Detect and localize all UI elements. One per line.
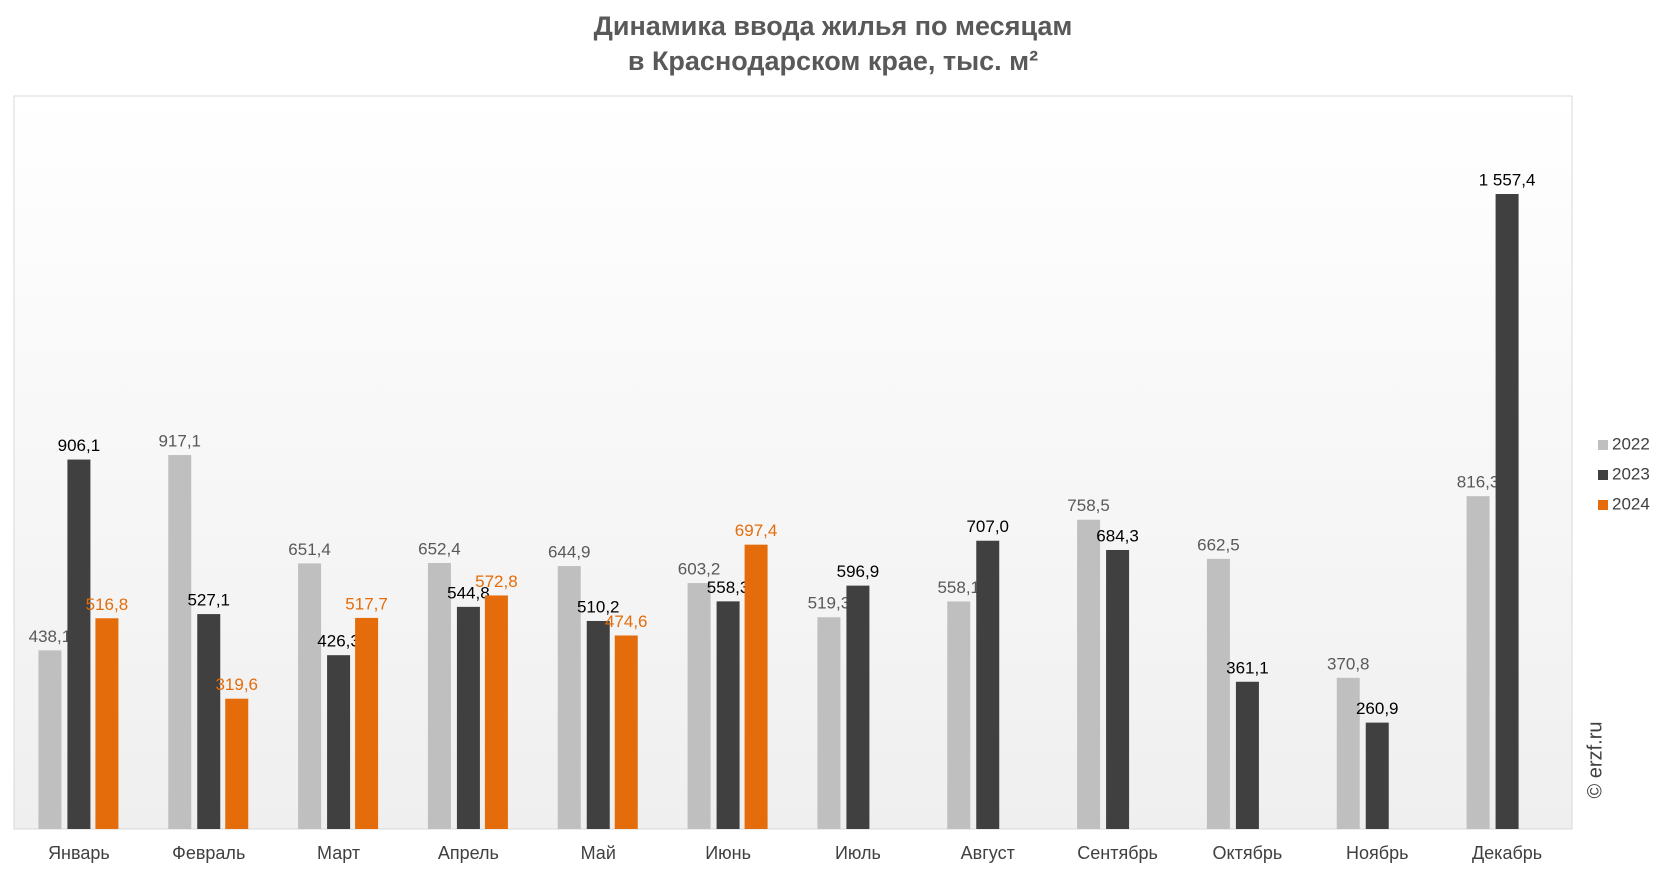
legend-label: 2024 — [1612, 494, 1650, 513]
x-tick-label: Октябрь — [1213, 843, 1283, 863]
bar — [168, 455, 192, 829]
x-tick-label: Июль — [835, 843, 881, 863]
bar — [817, 617, 841, 829]
bar — [225, 698, 249, 829]
x-tick-label: Апрель — [438, 843, 499, 863]
value-label: 572,8 — [475, 572, 518, 591]
legend-label: 2022 — [1612, 434, 1650, 453]
bar — [95, 618, 119, 829]
x-tick-label: Ноябрь — [1346, 843, 1408, 863]
bar — [947, 601, 971, 829]
value-label: 906,1 — [58, 436, 101, 455]
bar — [484, 595, 508, 829]
bar — [327, 655, 351, 829]
value-label: 544,8 — [447, 583, 490, 602]
legend-swatch — [1598, 470, 1608, 480]
bar — [716, 601, 740, 829]
bar — [197, 614, 221, 829]
x-tick-label: Август — [961, 843, 1015, 863]
value-label: 260,9 — [1356, 699, 1399, 718]
bar — [687, 583, 711, 829]
bar — [67, 459, 91, 829]
bar — [456, 606, 480, 829]
x-tick-label: Февраль — [172, 843, 245, 863]
value-label: 474,6 — [605, 612, 648, 631]
x-tick-label: Май — [581, 843, 616, 863]
bar — [1106, 549, 1130, 829]
value-label: 651,4 — [288, 540, 331, 559]
value-label: 361,1 — [1226, 658, 1269, 677]
value-label: 917,1 — [158, 432, 201, 451]
value-label: 438,1 — [29, 627, 72, 646]
legend-label: 2023 — [1612, 464, 1650, 483]
value-label: 517,7 — [345, 594, 388, 613]
value-label: 662,5 — [1197, 535, 1240, 554]
value-label: 516,8 — [86, 595, 129, 614]
value-label: 652,4 — [418, 539, 461, 558]
chart-subtitle: в Краснодарском крае, тыс. м² — [628, 46, 1038, 76]
bar — [1495, 194, 1519, 829]
bar — [1077, 519, 1101, 829]
value-label: 558,1 — [937, 578, 980, 597]
value-label: 758,5 — [1067, 496, 1110, 515]
bar — [1466, 496, 1490, 829]
value-label: 707,0 — [966, 517, 1009, 536]
legend-swatch — [1598, 500, 1608, 510]
value-label: 816,3 — [1457, 473, 1500, 492]
bar — [1336, 677, 1360, 829]
value-label: 370,8 — [1327, 654, 1370, 673]
value-label: 684,3 — [1096, 526, 1139, 545]
x-tick-label: Январь — [48, 843, 110, 863]
bar — [614, 635, 638, 829]
bar — [846, 585, 870, 829]
x-tick-label: Июнь — [705, 843, 751, 863]
value-label: 596,9 — [837, 562, 880, 581]
bar — [744, 544, 768, 829]
bar — [1206, 558, 1230, 829]
x-tick-label: Март — [317, 843, 360, 863]
value-label: 603,2 — [678, 560, 721, 579]
legend-swatch — [1598, 440, 1608, 450]
value-label: 558,3 — [707, 578, 750, 597]
watermark: © erzf.ru — [1584, 722, 1606, 799]
value-label: 510,2 — [577, 597, 620, 616]
bar — [298, 563, 322, 829]
value-label: 426,3 — [317, 632, 360, 651]
value-label: 519,3 — [808, 594, 851, 613]
x-tick-label: Сентябрь — [1077, 843, 1158, 863]
bar — [1235, 681, 1259, 829]
bar — [1365, 722, 1389, 829]
x-tick-label: Декабрь — [1472, 843, 1542, 863]
bar — [427, 562, 451, 829]
plot-area — [13, 95, 1573, 830]
value-label: 319,6 — [215, 675, 258, 694]
chart-title: Динамика ввода жилья по месяцам — [594, 11, 1073, 41]
bar — [355, 617, 379, 829]
bar — [38, 650, 62, 829]
bar — [976, 540, 1000, 829]
value-label: 644,9 — [548, 543, 591, 562]
bar — [557, 566, 581, 829]
value-label: 1 557,4 — [1479, 170, 1536, 189]
bar — [586, 620, 610, 829]
value-label: 697,4 — [735, 521, 778, 540]
value-label: 527,1 — [187, 591, 230, 610]
